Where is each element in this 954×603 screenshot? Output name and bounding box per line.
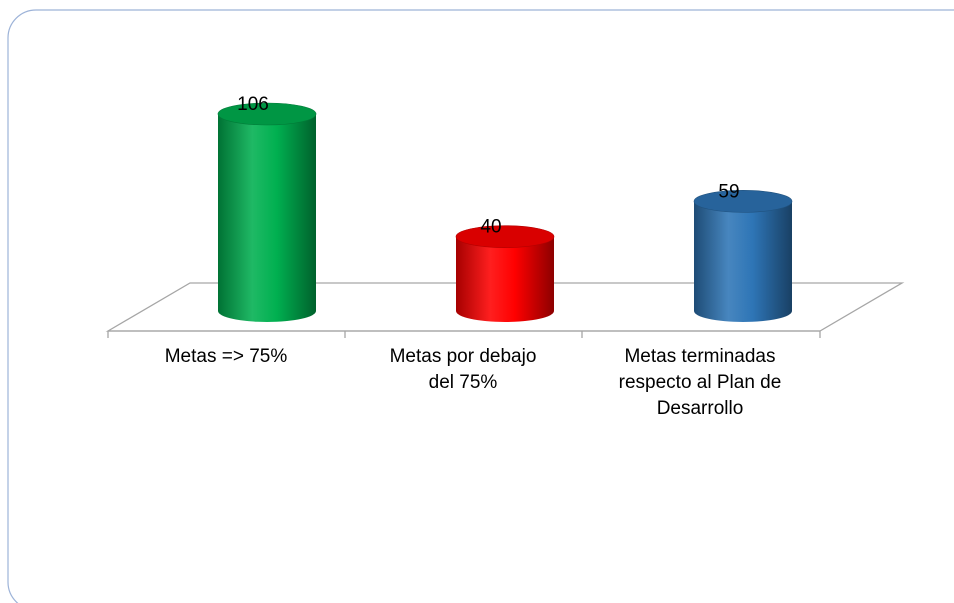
bar-cylinder-body bbox=[456, 236, 554, 322]
category-label: Metas terminadas respecto al Plan de Desar… bbox=[619, 346, 782, 419]
category-labels-layer: Metas => 75% Metas por debajo del 75% Metas… bbox=[165, 346, 782, 419]
frame-border bbox=[7, 9, 954, 603]
bar-cylinder-body bbox=[218, 114, 316, 322]
labels-layer: 106 40 59 bbox=[237, 94, 739, 238]
bar-cylinder-top bbox=[455, 225, 555, 248]
category-label: Metas por debajo del 75% bbox=[390, 346, 537, 393]
bar-cylinder-body bbox=[694, 201, 792, 322]
data-label: 59 bbox=[718, 181, 739, 202]
data-label: 106 bbox=[237, 94, 269, 115]
bars-layer bbox=[217, 102, 793, 322]
category-label: Metas => 75% bbox=[165, 346, 288, 367]
data-label: 40 bbox=[480, 217, 501, 238]
bar-cylinder-top bbox=[217, 102, 317, 126]
bar-cylinder-top bbox=[693, 190, 793, 213]
